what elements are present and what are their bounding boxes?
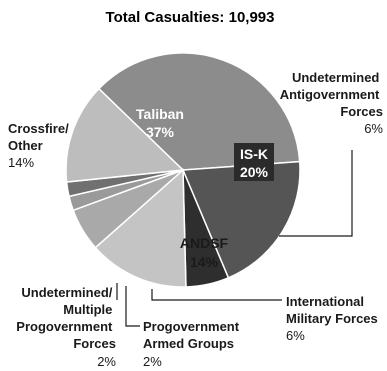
value-international: 6%	[286, 328, 305, 343]
slice-value-is-k: 20%	[240, 164, 269, 180]
slice-value-taliban: 37%	[146, 124, 175, 140]
pie-slice-crossfire-other	[65, 87, 185, 183]
value-progov-armed: 2%	[143, 354, 162, 369]
label-progov-armed: Progovernment Armed Groups	[143, 319, 243, 351]
label-international: International Military Forces	[286, 294, 378, 326]
pie-slice-andsf	[94, 168, 187, 288]
slice-label-andsf: ANDSF	[180, 235, 229, 251]
leader-line-progov-armed	[125, 286, 140, 327]
label-undetermined-pro: Undetermined/ Multiple Progovernment For…	[16, 285, 116, 351]
pie-slice-is-k	[181, 160, 301, 279]
chart-title: Total Casualties: 10,993	[106, 9, 275, 26]
slice-label-taliban: Taliban	[136, 106, 184, 122]
is-k-label-background	[234, 143, 274, 181]
leader-line-undetermined-anti	[279, 150, 353, 237]
label-crossfire: Crossfire/ Other	[8, 121, 72, 153]
pie-slice-taliban	[97, 52, 301, 171]
pie-slices	[65, 52, 301, 288]
value-undetermined-anti: 6%	[364, 121, 383, 136]
value-undetermined-pro: 2%	[97, 354, 116, 369]
value-crossfire: 14%	[8, 155, 34, 170]
leader-line-international	[151, 289, 282, 301]
slice-value-andsf: 14%	[190, 254, 219, 270]
label-undetermined-anti: Undetermined Antigovernment Forces	[280, 70, 383, 119]
slice-label-is-k: IS-K	[240, 146, 268, 162]
